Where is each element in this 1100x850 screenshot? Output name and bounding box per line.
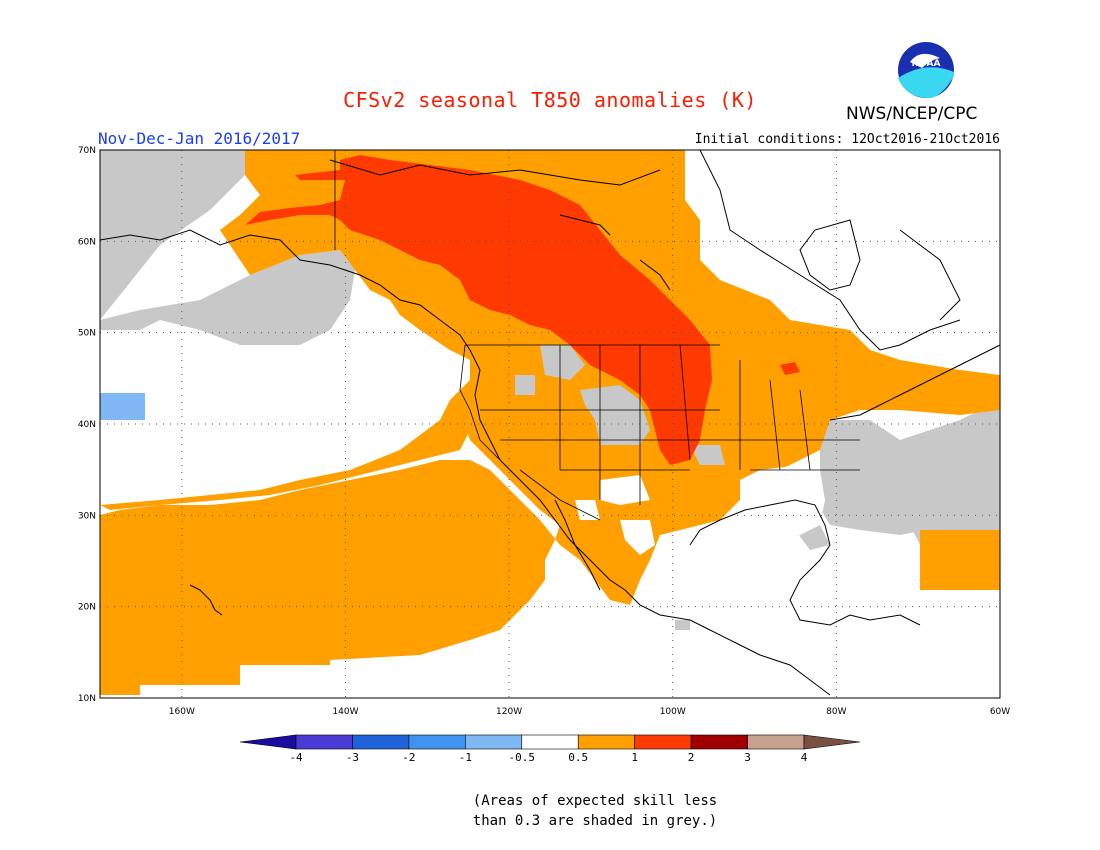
colorbar-bin	[577, 734, 635, 750]
colorbar-label: -1	[459, 751, 472, 764]
colorbar-bin	[408, 734, 466, 750]
longitude-label: 160W	[169, 707, 195, 717]
colorbar: -4 -3 -2 -1 -0.5 0.5 1 2 3 4	[239, 734, 861, 764]
latitude-label: 10N	[78, 694, 96, 704]
graticule	[100, 150, 1000, 698]
political-borders	[334, 150, 860, 521]
longitude-label: 60W	[990, 707, 1010, 717]
map-plot-area	[99, 149, 1001, 699]
latitude-label: 30N	[78, 511, 96, 521]
colorbar-label: 2	[688, 751, 695, 764]
colorbar-label: -2	[402, 751, 415, 764]
colorbar-label: 1	[631, 751, 638, 764]
anomaly-neg05-neg1-regions	[100, 393, 145, 420]
anomaly-05-1-regions	[100, 150, 1000, 695]
colorbar-bin	[747, 734, 805, 750]
initial-conditions: Initial conditions: 12Oct2016-21Oct2016	[694, 132, 1000, 147]
longitude-label: 100W	[660, 707, 686, 717]
colorbar-bin	[803, 734, 861, 750]
latitude-label: 50N	[78, 329, 96, 339]
colorbar-bin	[634, 734, 692, 750]
colorbar-bin	[239, 734, 297, 750]
coastlines	[99, 149, 1001, 696]
low-skill-grey-patches	[515, 345, 880, 505]
latitude-label: 40N	[78, 420, 96, 430]
colorbar-label: -0.5	[509, 751, 536, 764]
latitude-labels: 70N 60N 50N 40N 30N 20N 10N	[78, 146, 96, 704]
footnote-line-1: (Areas of expected skill less	[472, 793, 718, 809]
colorbar-bin	[352, 734, 410, 750]
colorbar-bin	[295, 734, 353, 750]
forecast-period: Nov-Dec-Jan 2016/2017	[98, 129, 301, 148]
noaa-logo-text: NOAA	[912, 59, 941, 69]
footnote-line-2: than 0.3 are shaded in grey.)	[472, 813, 718, 829]
latitude-label: 20N	[78, 603, 96, 613]
anomaly-1-2-regions	[245, 155, 800, 465]
colorbar-label: 3	[744, 751, 751, 764]
colorbar-label: -3	[346, 751, 359, 764]
longitude-label: 120W	[496, 707, 522, 717]
longitude-labels: 160W 140W 120W 100W 80W 60W	[169, 707, 1010, 717]
colorbar-label: 0.5	[568, 751, 588, 764]
latitude-label: 60N	[78, 237, 96, 247]
colorbar-bin	[690, 734, 748, 750]
organization-label: NWS/NCEP/CPC	[846, 104, 978, 124]
noaa-logo: NOAA	[898, 42, 954, 99]
longitude-label: 80W	[826, 707, 846, 717]
colorbar-bin	[521, 734, 579, 750]
longitude-label: 140W	[332, 707, 358, 717]
colorbar-bin	[465, 734, 523, 750]
latitude-label: 70N	[78, 146, 96, 156]
colorbar-label: 4	[801, 751, 808, 764]
colorbar-label: -4	[289, 751, 303, 764]
map-title: CFSv2 seasonal T850 anomalies (K)	[343, 88, 757, 112]
